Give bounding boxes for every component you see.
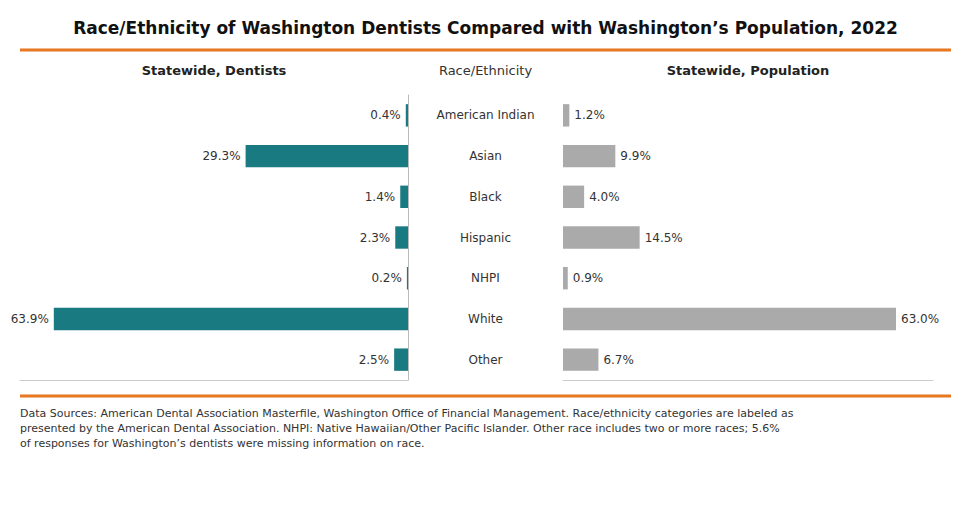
svg-text:9.9%: 9.9% — [620, 149, 651, 163]
svg-text:Hispanic: Hispanic — [460, 231, 511, 245]
svg-text:0.9%: 0.9% — [573, 271, 604, 285]
svg-text:Race/Ethnicity of Washington D: Race/Ethnicity of Washington Dentists Co… — [73, 18, 898, 38]
svg-text:Asian: Asian — [469, 149, 502, 163]
svg-text:American Indian: American Indian — [437, 108, 535, 122]
svg-text:1.4%: 1.4% — [365, 190, 396, 204]
svg-text:Data Sources: American Dental: Data Sources: American Dental Associatio… — [20, 407, 794, 420]
svg-text:Statewide, Population: Statewide, Population — [667, 63, 830, 78]
svg-text:Statewide, Dentists: Statewide, Dentists — [142, 63, 287, 78]
svg-text:2.3%: 2.3% — [360, 231, 391, 245]
svg-text:Other: Other — [468, 353, 502, 367]
svg-text:6.7%: 6.7% — [603, 353, 634, 367]
svg-text:Race/Ethnicity: Race/Ethnicity — [439, 63, 532, 78]
svg-text:63.0%: 63.0% — [901, 312, 939, 326]
svg-text:Black: Black — [469, 190, 502, 204]
svg-text:0.4%: 0.4% — [370, 108, 401, 122]
svg-text:29.3%: 29.3% — [202, 149, 240, 163]
svg-text:of responses for Washington’s: of responses for Washington’s dentists w… — [20, 437, 424, 450]
svg-text:White: White — [468, 312, 503, 326]
svg-text:NHPI: NHPI — [471, 271, 500, 285]
svg-text:4.0%: 4.0% — [589, 190, 620, 204]
svg-text:0.2%: 0.2% — [371, 271, 402, 285]
svg-text:1.2%: 1.2% — [574, 108, 605, 122]
svg-text:2.5%: 2.5% — [359, 353, 390, 367]
svg-text:presented by the American Dent: presented by the American Dental Associa… — [20, 422, 780, 435]
svg-text:63.9%: 63.9% — [11, 312, 49, 326]
svg-text:14.5%: 14.5% — [645, 231, 683, 245]
